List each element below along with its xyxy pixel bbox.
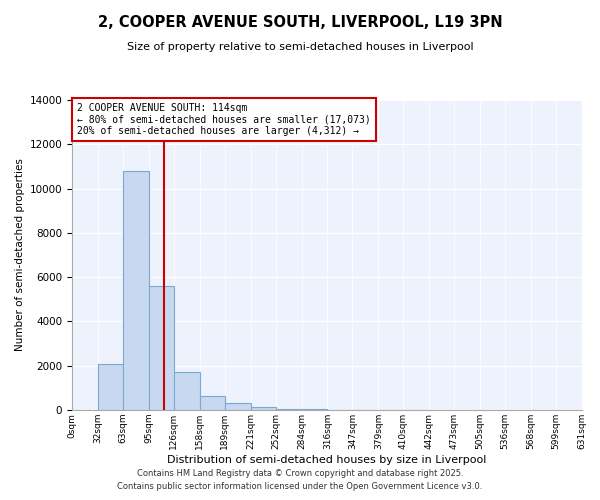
Bar	[98, 364, 123, 410]
Text: 2, COOPER AVENUE SOUTH, LIVERPOOL, L19 3PN: 2, COOPER AVENUE SOUTH, LIVERPOOL, L19 3…	[98, 15, 502, 30]
Text: 2 COOPER AVENUE SOUTH: 114sqm
← 80% of semi-detached houses are smaller (17,073): 2 COOPER AVENUE SOUTH: 114sqm ← 80% of s…	[77, 103, 371, 136]
Bar	[251, 407, 275, 410]
Bar	[225, 403, 251, 410]
Bar	[200, 396, 225, 410]
Text: Size of property relative to semi-detached houses in Liverpool: Size of property relative to semi-detach…	[127, 42, 473, 52]
Bar	[149, 286, 174, 410]
X-axis label: Distribution of semi-detached houses by size in Liverpool: Distribution of semi-detached houses by …	[167, 454, 487, 464]
Text: Contains HM Land Registry data © Crown copyright and database right 2025.: Contains HM Land Registry data © Crown c…	[137, 468, 463, 477]
Bar	[174, 372, 200, 410]
Text: Contains public sector information licensed under the Open Government Licence v3: Contains public sector information licen…	[118, 482, 482, 491]
Bar	[123, 171, 149, 410]
Bar	[275, 408, 302, 410]
Y-axis label: Number of semi-detached properties: Number of semi-detached properties	[16, 158, 25, 352]
